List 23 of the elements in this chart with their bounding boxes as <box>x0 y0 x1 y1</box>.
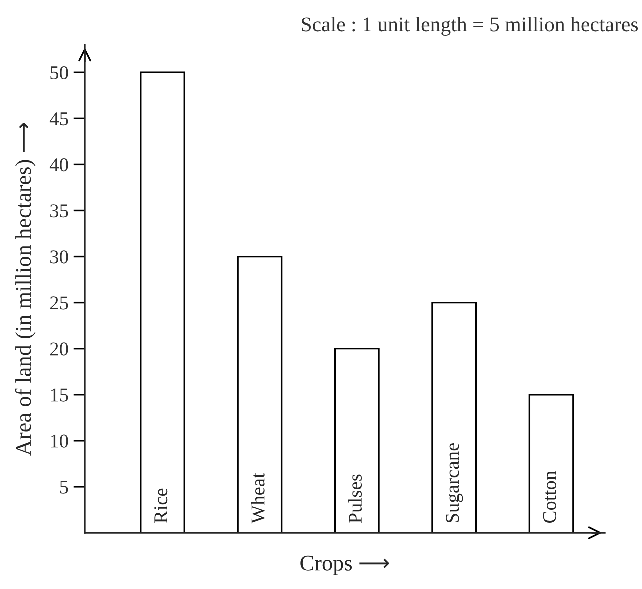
y-tick-label: 40 <box>50 158 68 172</box>
bar <box>237 256 283 533</box>
y-axis-title: Area of land (in million hectares) ⟶ <box>15 122 36 456</box>
bar <box>432 302 478 533</box>
y-tick-label: 30 <box>50 250 68 264</box>
x-tick-label: Sugarcane <box>446 443 464 522</box>
x-tick-label: Rice <box>154 488 168 524</box>
y-tick-label: 15 <box>51 388 68 402</box>
x-tick-label: Wheat <box>251 473 265 524</box>
y-tick-label: 35 <box>50 204 68 218</box>
x-tick-label: Cotton <box>543 471 556 523</box>
x-axis-title: Crops ⟶ <box>300 556 390 576</box>
y-tick-label: 20 <box>50 342 68 356</box>
x-tick-label: Pulses <box>348 474 362 524</box>
y-tick-label: 25 <box>50 296 68 310</box>
y-tick-label: 5 <box>60 480 68 494</box>
y-tick-label: 50 <box>50 66 68 80</box>
bar <box>140 72 186 533</box>
y-tick-label: 45 <box>50 112 68 126</box>
bar <box>334 348 380 533</box>
text: Scale : 1 unit length = 5 million hectares <box>302 17 638 36</box>
bar <box>528 394 574 533</box>
y-tick-label: 10 <box>51 434 68 448</box>
